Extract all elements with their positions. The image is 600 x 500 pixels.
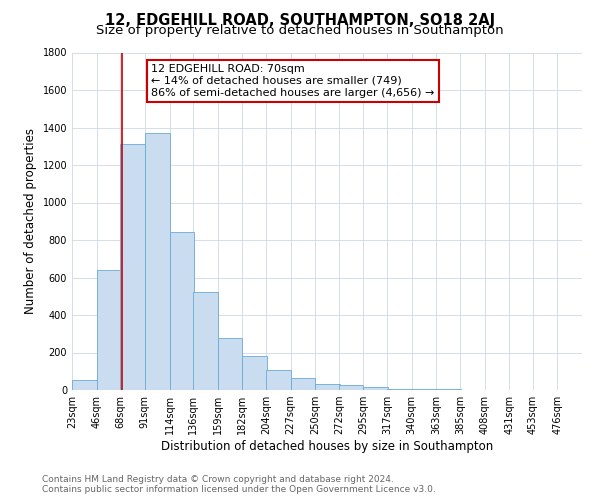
Bar [120, 144, 145, 390]
Bar [218, 338, 242, 390]
Bar [242, 356, 267, 390]
Bar [97, 270, 121, 390]
Bar [387, 388, 412, 390]
Bar [412, 389, 436, 390]
Y-axis label: Number of detached properties: Number of detached properties [24, 128, 37, 314]
X-axis label: Distribution of detached houses by size in Southampton: Distribution of detached houses by size … [161, 440, 493, 453]
Bar [315, 384, 340, 390]
Bar [193, 292, 218, 390]
Bar [290, 378, 315, 390]
Bar [145, 133, 170, 390]
Text: Size of property relative to detached houses in Southampton: Size of property relative to detached ho… [96, 24, 504, 37]
Bar [339, 386, 364, 390]
Bar [364, 387, 388, 390]
Bar [72, 380, 97, 390]
Bar [266, 370, 290, 390]
Bar [170, 232, 194, 390]
Text: 12 EDGEHILL ROAD: 70sqm
← 14% of detached houses are smaller (749)
86% of semi-d: 12 EDGEHILL ROAD: 70sqm ← 14% of detache… [151, 64, 434, 98]
Text: 12, EDGEHILL ROAD, SOUTHAMPTON, SO18 2AJ: 12, EDGEHILL ROAD, SOUTHAMPTON, SO18 2AJ [105, 12, 495, 28]
Text: Contains HM Land Registry data © Crown copyright and database right 2024.
Contai: Contains HM Land Registry data © Crown c… [42, 474, 436, 494]
